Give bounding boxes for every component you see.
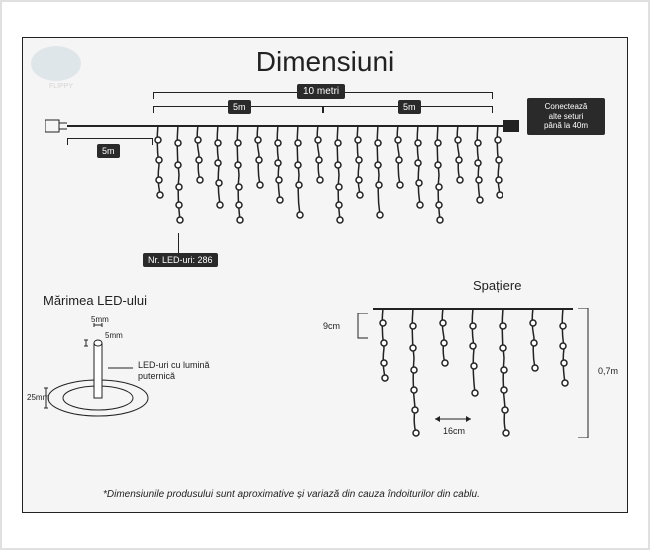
cable-label: 5m [97,144,120,158]
spacing-h: 9cm [323,321,340,331]
drop-bracket [578,308,598,438]
led-h: 5mm [105,331,123,340]
plug-icon [45,118,69,134]
led-disc: 25mm [27,393,49,402]
led-desc: LED-uri cu lumină puternică [138,360,218,382]
spacing-gap: 16cm [443,426,465,436]
connect-l2: alte seturi [549,112,584,121]
led-count: Nr. LED-uri: 286 [143,253,218,267]
connect-l3: până la 40m [544,121,588,130]
page-title: Dimensiuni [23,46,627,78]
icicle-strands [153,125,503,235]
spacing-drop: 0,7m [598,366,618,376]
total-length-label: 10 metri [297,84,345,99]
logo-brand: FLIPPY [31,83,91,90]
connect-info: Conectează alte seturi până la 40m [527,98,605,135]
led-pointer [178,233,179,253]
spacing-v-bracket [343,313,378,343]
diagram-panel: FLIPPY Dimensiuni 10 metri 5m 5m 5m Cone… [22,37,628,513]
half2-label: 5m [398,100,421,114]
footnote: *Dimensiunile produsului sunt aproximati… [103,489,480,500]
half1-label: 5m [228,100,251,114]
cable-line [67,125,157,127]
led-size-title: Mărimea LED-ului [43,293,147,308]
led-w: 5mm [91,315,109,324]
gap-arrow-icon [433,413,473,425]
spacing-strands [373,308,573,438]
brand-logo: FLIPPY [31,46,91,96]
connector-icon [503,118,523,134]
spacing-title: Spațiere [473,278,521,293]
diagram-frame: FLIPPY Dimensiuni 10 metri 5m 5m 5m Cone… [0,0,650,550]
connect-l1: Conectează [545,102,588,111]
